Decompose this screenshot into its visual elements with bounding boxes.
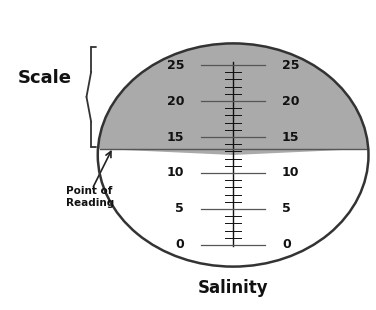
Text: 5: 5 (176, 202, 184, 215)
Circle shape (98, 43, 368, 267)
Wedge shape (98, 43, 368, 155)
Text: 10: 10 (167, 166, 184, 179)
Text: 20: 20 (282, 95, 300, 108)
Text: Scale: Scale (17, 69, 71, 87)
Text: Salinity: Salinity (198, 279, 268, 297)
Text: 25: 25 (167, 59, 184, 72)
Text: 20: 20 (167, 95, 184, 108)
Text: Point of
Reading: Point of Reading (66, 186, 114, 208)
Text: 5: 5 (282, 202, 291, 215)
Text: 15: 15 (282, 131, 300, 144)
Text: 0: 0 (282, 238, 291, 251)
Text: 10: 10 (282, 166, 300, 179)
Text: 0: 0 (176, 238, 184, 251)
Text: 25: 25 (282, 59, 300, 72)
Text: 15: 15 (167, 131, 184, 144)
